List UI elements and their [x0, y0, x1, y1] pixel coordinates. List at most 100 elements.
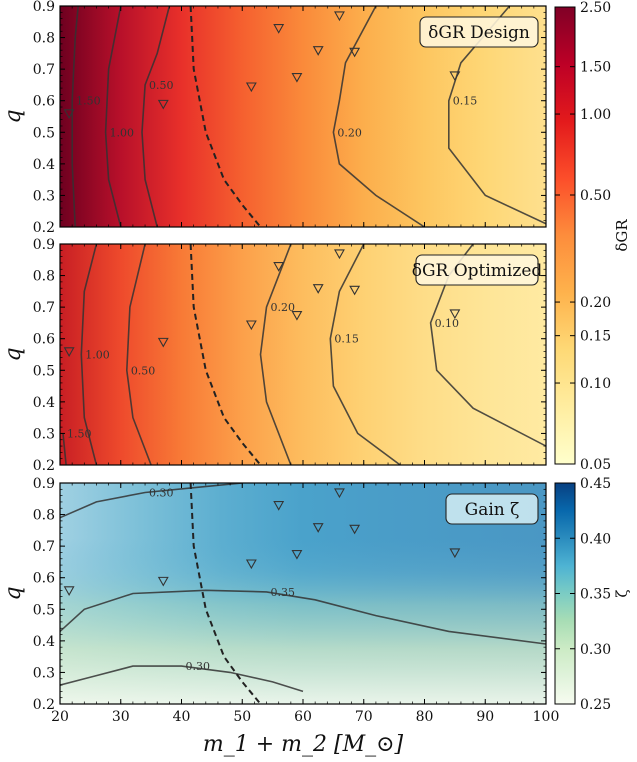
- colorbar-dgr: 0.05 0.10 0.15 0.20 0.50 1.00 1.50 2.50 δGR: [554, 0, 631, 473]
- y-tick-label: 0.2: [33, 458, 55, 474]
- marker-middle-5: [312, 284, 324, 294]
- contour-label: 1.00: [85, 349, 110, 362]
- contour-bottom-1: [60, 589, 546, 645]
- contour-label: 1.50: [76, 95, 101, 108]
- colorbar-tick-label: 0.40: [580, 531, 611, 547]
- marker-bottom-8: [449, 548, 461, 559]
- y-axis-label: q: [1, 586, 26, 600]
- marker-top-3: [273, 24, 285, 34]
- marker-top-7: [349, 47, 361, 58]
- contour-label: 1.00: [110, 126, 135, 139]
- contour-label: 0.30: [186, 660, 211, 673]
- marker-top-2: [245, 82, 257, 93]
- marker-top-4: [291, 72, 303, 83]
- marker-bottom-3: [273, 501, 285, 511]
- panel-title-box: [445, 493, 539, 525]
- panel-middle: 1.50 1.00 0.50 0.20 0.15 0.10 0.2 0.3 0.4 0.5 0.6 0…: [1, 237, 547, 474]
- contour-label: 0.15: [334, 333, 359, 346]
- y-tick-label: 0.4: [33, 395, 55, 411]
- x-tick-label: 60: [294, 709, 312, 725]
- panel-title-box: [415, 254, 539, 286]
- colorbar-tick-label: 0.50: [580, 188, 611, 204]
- marker-top-5: [312, 46, 324, 56]
- marker-top-8: [449, 71, 461, 82]
- contour-top-0: [71, 6, 79, 227]
- y-tick-label: 0.6: [33, 571, 55, 587]
- contour-top-1: [104, 6, 122, 227]
- contour-middle-1: [80, 244, 98, 465]
- colorbar-tick-label: 0.05: [580, 457, 611, 473]
- dashed-boundary-middle: [189, 244, 262, 465]
- colorbar-tick-label: 1.00: [580, 107, 611, 123]
- colorbar-tick-label: 0.15: [580, 329, 611, 345]
- contour-middle-4: [329, 244, 401, 465]
- y-tick-label: 0.3: [33, 188, 55, 204]
- marker-middle-1: [157, 337, 169, 348]
- y-tick-label: 0.6: [33, 94, 55, 110]
- marker-bottom-6: [334, 488, 345, 499]
- contour-label: 1.50: [67, 427, 92, 440]
- y-tick-label: 0.7: [33, 300, 55, 316]
- y-tick-label: 0.9: [33, 476, 55, 492]
- x-tick-label: 100: [533, 709, 560, 725]
- contour-top-3: [332, 6, 425, 227]
- y-tick-label: 0.7: [33, 539, 55, 555]
- contour-label: 0.50: [149, 79, 174, 92]
- colorbar-tick-label: 0.10: [580, 376, 611, 392]
- contour-top-2: [141, 6, 171, 227]
- contour-bottom-2: [60, 483, 243, 519]
- marker-middle-2: [245, 320, 257, 331]
- marker-middle-7: [349, 285, 361, 296]
- x-tick-label: 80: [416, 709, 434, 725]
- marker-bottom-4: [291, 549, 303, 560]
- y-tick-label: 0.8: [33, 31, 55, 47]
- y-tick-label: 0.2: [33, 697, 55, 713]
- contour-label: 0.15: [453, 95, 478, 108]
- marker-bottom-2: [245, 559, 257, 570]
- x-tick-label: 90: [476, 709, 494, 725]
- y-tick-label: 0.5: [33, 602, 55, 618]
- marker-top-6: [334, 11, 345, 22]
- colorbar-tick-label: 0.30: [580, 642, 611, 658]
- contour-bottom-0: [60, 665, 304, 693]
- contour-label: 0.20: [337, 126, 362, 139]
- y-tick-label: 0.5: [33, 125, 55, 141]
- marker-bottom-1: [157, 576, 169, 587]
- marker-middle-8: [449, 309, 461, 320]
- contour-middle-0: [62, 433, 67, 465]
- dashed-boundary-bottom: [189, 483, 262, 704]
- colorbar-tick-label: 0.45: [580, 476, 611, 492]
- y-tick-label: 0.7: [33, 62, 55, 78]
- marker-bottom-5: [312, 523, 324, 533]
- dashed-boundary-top: [189, 6, 262, 227]
- marker-middle-6: [334, 249, 345, 260]
- panel-title: δGR Optimized: [412, 261, 543, 281]
- panel-title: Gain ζ: [465, 500, 520, 520]
- y-axis-label: q: [1, 347, 26, 361]
- marker-middle-4: [291, 310, 303, 321]
- marker-middle-0: [63, 347, 75, 357]
- contour-top-4: [448, 6, 546, 225]
- marker-bottom-7: [349, 524, 361, 535]
- y-tick-label: 0.9: [33, 0, 55, 15]
- panel-top: 1.50 1.00 0.50 0.20 0.15 0.2 0.3 0.4 0.5 0.6 0.7 0.…: [1, 0, 547, 236]
- colorbar-label: ζ: [613, 589, 631, 597]
- y-tick-label: 0.2: [33, 220, 55, 236]
- y-tick-label: 0.8: [33, 269, 55, 285]
- colorbar-tick-label: 1.50: [580, 60, 611, 76]
- x-tick-label: 70: [355, 709, 373, 725]
- contour-middle-2: [125, 244, 152, 465]
- panel-title-box: [419, 16, 539, 48]
- x-tick-label: 40: [173, 709, 191, 725]
- panel-bottom: 0.30 0.35 0.30 20 30 40 50 60 70 80 90 100 0.2 0.3 0.4…: [1, 476, 559, 725]
- colorbar-tick-label: 0.35: [580, 587, 611, 603]
- contour-label: 0.20: [271, 301, 296, 314]
- y-axis-label: q: [1, 109, 26, 123]
- x-tick-label: 30: [112, 709, 130, 725]
- panel-title: δGR Design: [428, 23, 530, 43]
- colorbar-label: δGR: [613, 219, 631, 252]
- y-tick-label: 0.9: [33, 237, 55, 253]
- marker-middle-3: [273, 262, 285, 272]
- y-tick-label: 0.4: [33, 634, 55, 650]
